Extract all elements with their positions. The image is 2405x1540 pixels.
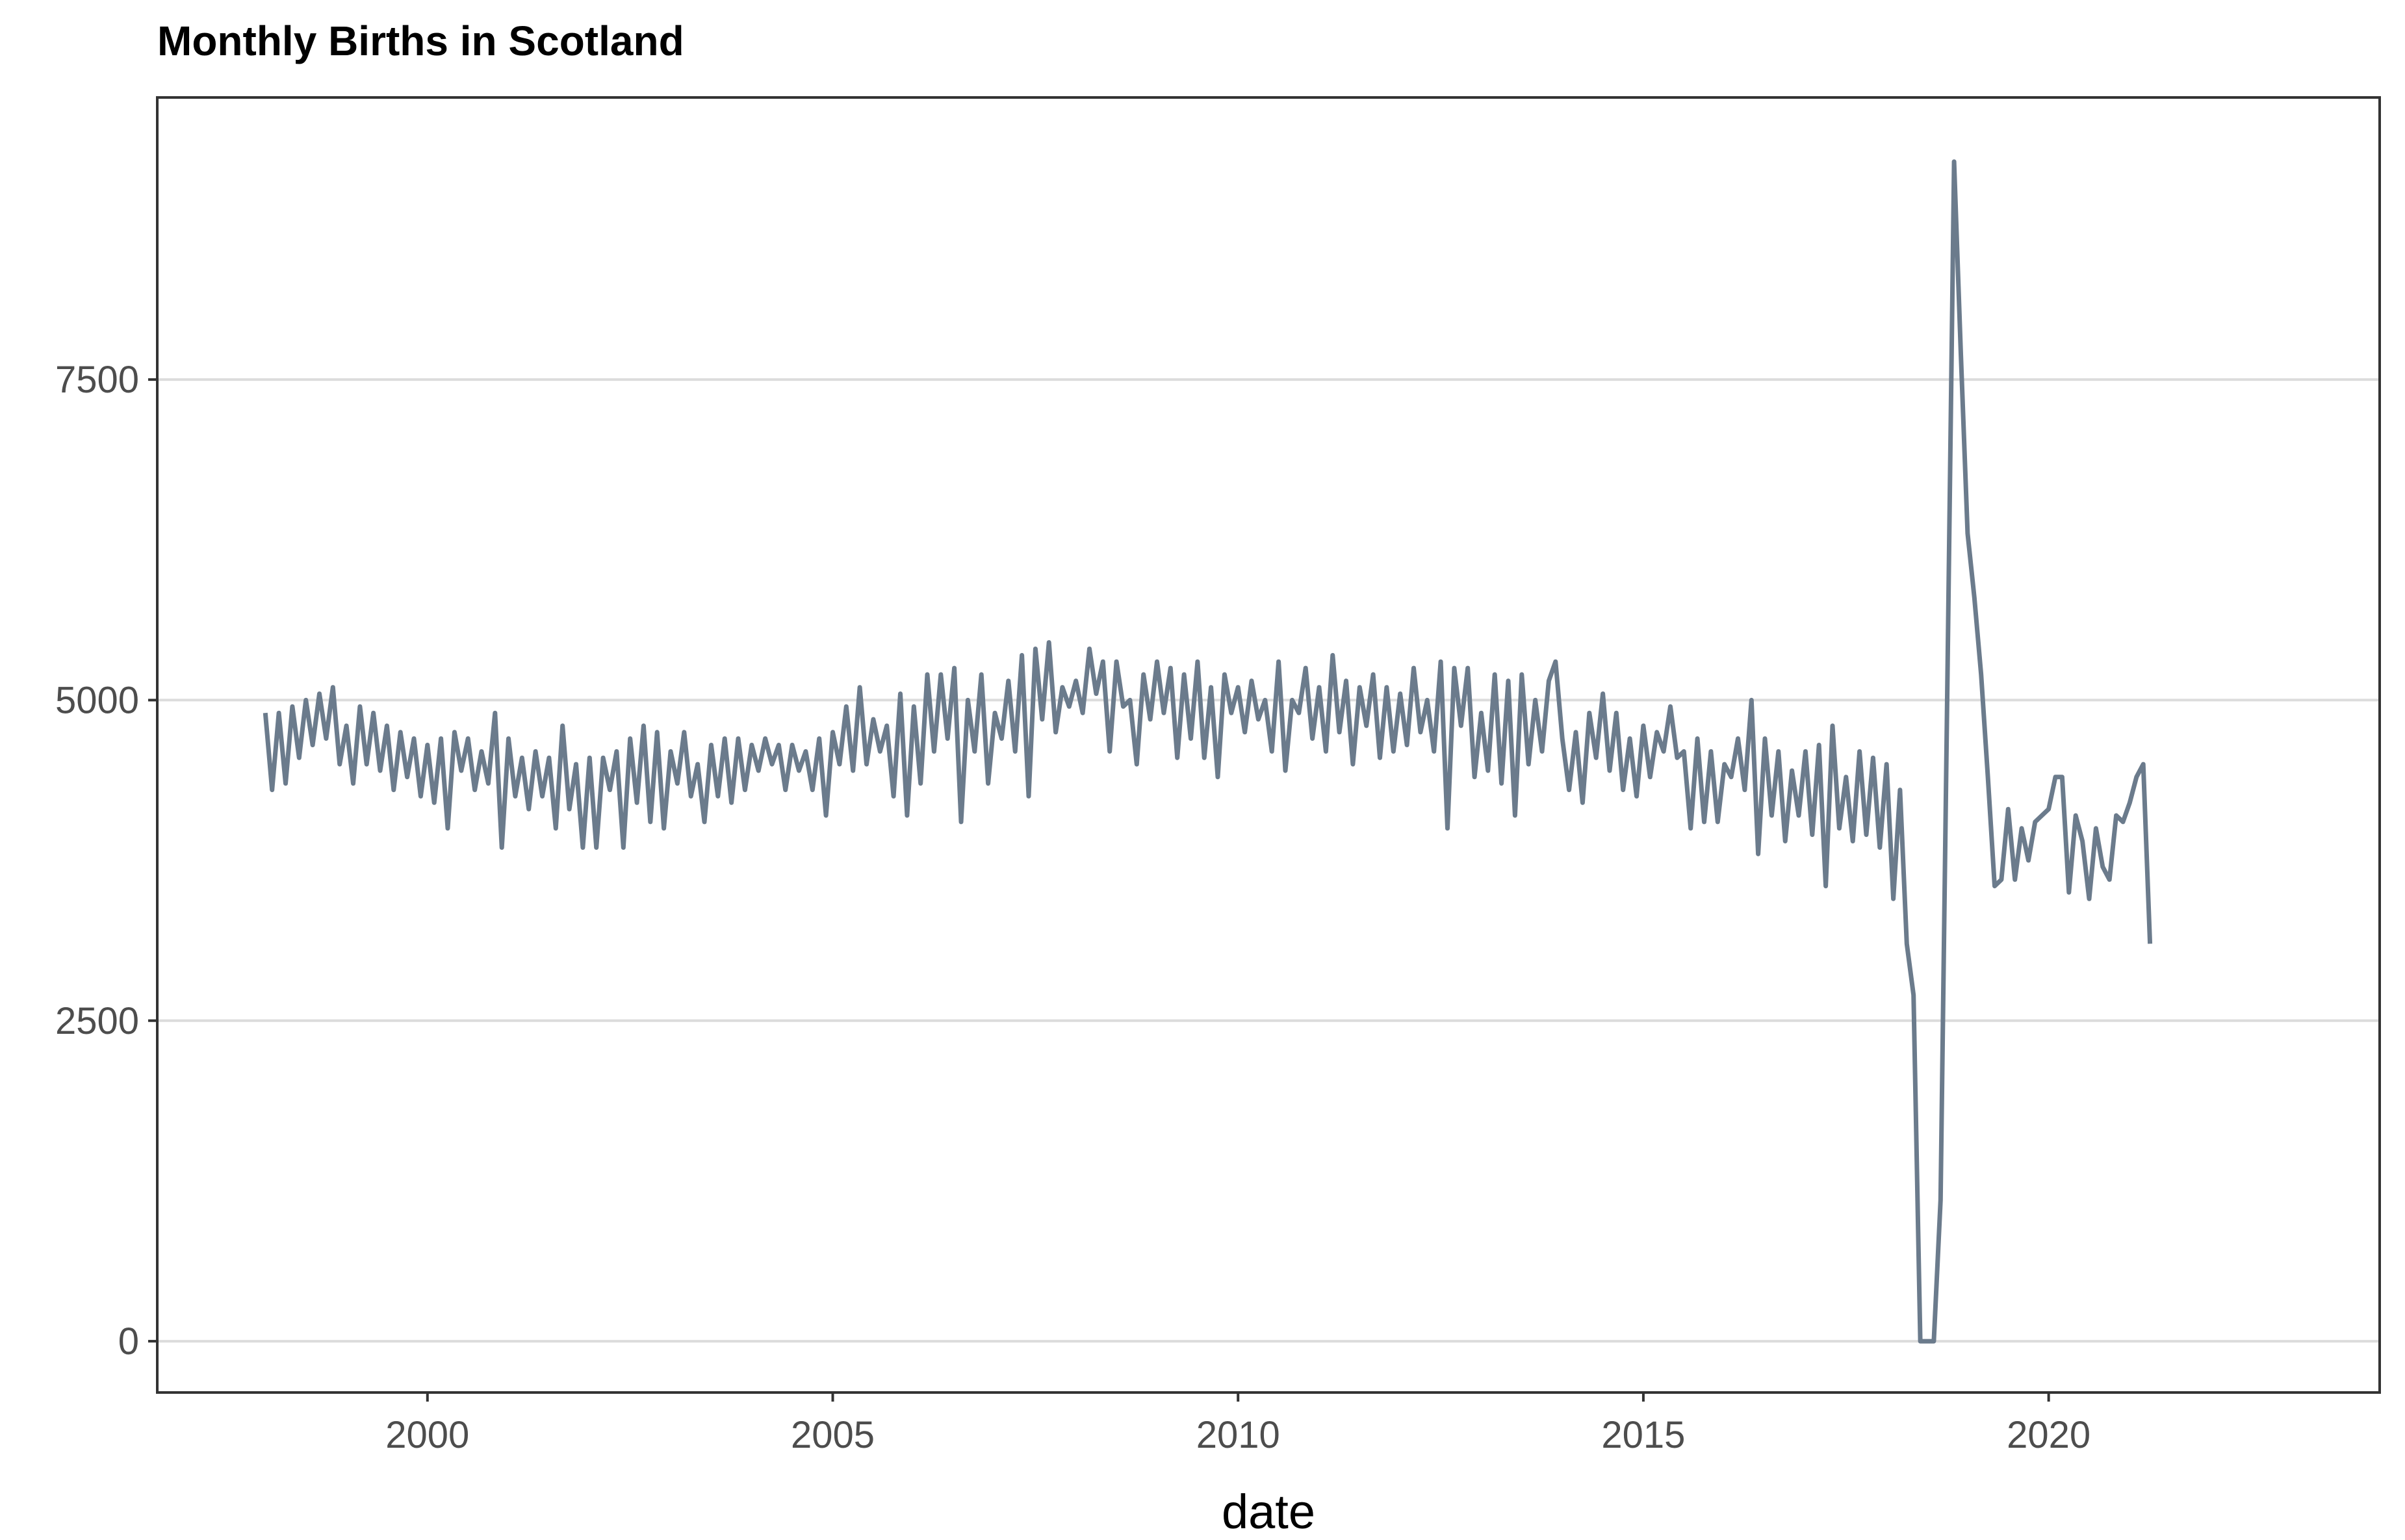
series-layer <box>263 159 2153 1344</box>
y-tick-label: 2500 <box>55 1000 139 1042</box>
y-tick-label: 5000 <box>55 679 139 721</box>
x-axis: 2000 2005 2010 2015 2020 <box>385 1392 2090 1456</box>
series-line <box>263 159 2153 1344</box>
y-tick-label: 7500 <box>55 359 139 401</box>
x-tick-label: 2005 <box>791 1414 875 1456</box>
x-axis-title: date <box>1222 1485 1315 1539</box>
x-tick-label: 2000 <box>385 1414 469 1456</box>
gridlines <box>157 378 2380 1343</box>
x-tick-label: 2010 <box>1196 1414 1280 1456</box>
chart-title: Monthly Births in Scotland <box>157 18 684 64</box>
x-tick-label: 2015 <box>1601 1414 1685 1456</box>
y-tick-label: 0 <box>118 1320 139 1363</box>
plot-panel-border <box>156 96 2381 1394</box>
y-axis: 0 2500 5000 7500 <box>55 359 157 1363</box>
x-tick-label: 2020 <box>2007 1414 2090 1456</box>
